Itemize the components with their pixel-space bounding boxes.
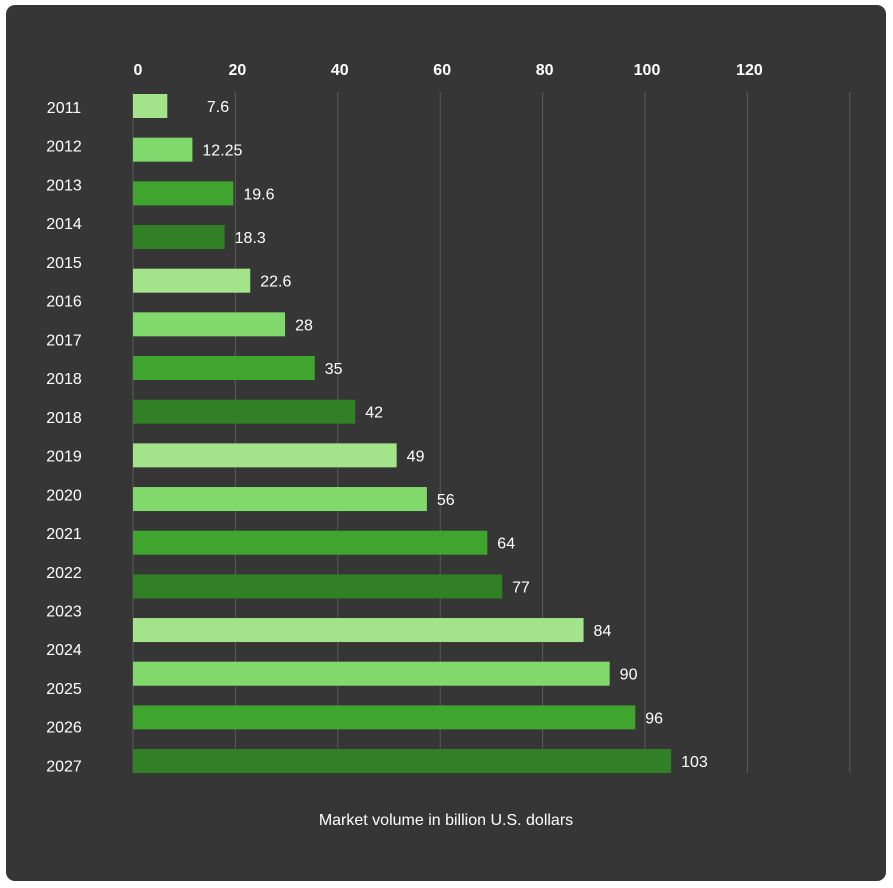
category-label: 2015 xyxy=(46,255,82,272)
bar xyxy=(133,268,251,293)
chart-card: 0 20 40 60 80 100 120 2011 2012 2013 2014 2015 2016… xyxy=(6,5,886,881)
bar xyxy=(133,661,610,686)
data-label: 35 xyxy=(325,361,343,378)
data-label: 42 xyxy=(365,405,383,422)
bar xyxy=(133,137,193,162)
data-label: 56 xyxy=(437,492,455,509)
category-label: 2020 xyxy=(46,487,82,504)
data-label: 96 xyxy=(645,710,663,727)
x-tick-label: 20 xyxy=(229,62,247,79)
x-axis-title: Market volume in billion U.S. dollars xyxy=(319,812,573,829)
category-label: 2018 xyxy=(46,371,82,388)
category-label: 2012 xyxy=(46,139,82,156)
category-label: 2013 xyxy=(46,177,82,194)
x-tick-label: 80 xyxy=(536,62,554,79)
bar xyxy=(133,94,168,118)
bar xyxy=(133,487,427,512)
x-tick-label: 0 xyxy=(134,62,143,79)
data-label: 103 xyxy=(681,754,708,771)
category-label: 2016 xyxy=(46,294,82,311)
category-label: 2011 xyxy=(47,100,82,117)
bar xyxy=(133,225,225,250)
data-label: 84 xyxy=(594,623,612,640)
gridlines xyxy=(132,92,851,773)
bar xyxy=(133,356,315,381)
category-label: 2021 xyxy=(46,526,82,543)
bar xyxy=(133,399,356,424)
bar xyxy=(133,181,234,206)
category-label: 2014 xyxy=(46,216,82,233)
category-label: 2026 xyxy=(46,720,82,737)
category-label: 2023 xyxy=(46,603,82,620)
bar xyxy=(133,749,672,774)
category-labels: 2011 2012 2013 2014 2015 2016 2017 2018 2018 2019… xyxy=(46,100,82,775)
data-label: 90 xyxy=(620,667,638,684)
data-labels: 7.6 12.25 19.6 18.3 22.6 28 35 42 49 56 64 77 84 90 96… xyxy=(202,99,708,771)
bar xyxy=(133,443,397,468)
x-tick-label: 120 xyxy=(736,62,763,79)
data-label: 77 xyxy=(512,579,530,596)
data-label: 22.6 xyxy=(260,274,291,291)
x-tick-label: 40 xyxy=(331,62,349,79)
category-label: 2018 xyxy=(46,410,82,427)
bar-chart: 0 20 40 60 80 100 120 2011 2012 2013 2014 2015 2016… xyxy=(46,62,851,829)
data-label: 12.25 xyxy=(202,143,242,160)
x-tick-label: 60 xyxy=(433,62,451,79)
category-label: 2019 xyxy=(46,449,82,466)
bar xyxy=(133,574,503,599)
x-axis-ticks: 0 20 40 60 80 100 120 xyxy=(134,62,763,79)
category-label: 2022 xyxy=(46,565,82,582)
data-label: 7.6 xyxy=(207,99,229,116)
bar xyxy=(133,530,488,555)
category-label: 2024 xyxy=(46,642,82,659)
data-label: 18.3 xyxy=(235,230,266,247)
bar xyxy=(133,312,286,337)
data-label: 49 xyxy=(407,448,425,465)
x-tick-label: 100 xyxy=(634,62,661,79)
bar xyxy=(133,618,584,643)
bars xyxy=(133,94,672,774)
data-label: 19.6 xyxy=(243,186,274,203)
data-label: 64 xyxy=(497,536,515,553)
data-label: 28 xyxy=(295,317,313,334)
bar xyxy=(133,705,636,730)
category-label: 2025 xyxy=(46,681,82,698)
category-label: 2017 xyxy=(46,332,82,349)
category-label: 2027 xyxy=(46,758,82,775)
